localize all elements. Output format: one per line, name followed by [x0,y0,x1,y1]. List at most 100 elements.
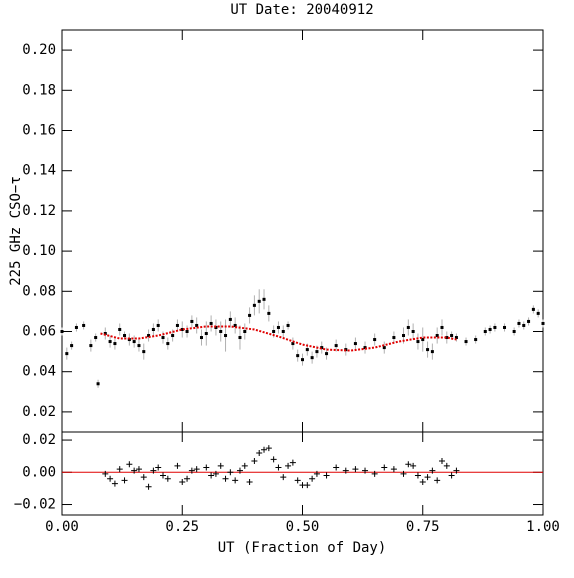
y-tick-label: −0.02 [14,497,56,513]
data-point [82,323,86,327]
residual-point [313,470,320,477]
data-point [493,325,497,329]
residual-point [208,472,215,479]
data-point [252,303,256,307]
data-point [276,325,280,329]
data-point [89,344,93,348]
data-point [334,344,338,348]
data-point [209,321,213,325]
residual-point [107,475,114,482]
x-tick-label: 0.75 [406,519,440,535]
residual-point [352,466,359,473]
data-point [171,334,175,338]
data-point [474,338,478,342]
data-point [233,323,237,327]
residual-point [155,464,162,471]
residual-point [241,462,248,469]
residual-point [414,472,421,479]
data-point [137,344,141,348]
data-point [214,325,218,329]
data-point [406,325,410,329]
residual-point [323,472,330,479]
residual-point [116,466,123,473]
data-point [527,319,531,323]
data-point [243,330,247,333]
y-tick-label: 0.04 [22,364,56,380]
residual-point [443,462,450,469]
residual-point [410,462,417,469]
y-tick-label: 0.16 [22,123,56,139]
data-point [445,336,449,340]
residual-point [232,477,239,484]
data-point [512,330,516,333]
residual-point [145,483,152,490]
data-point [156,323,160,327]
x-tick-label: 0.25 [165,519,199,535]
data-point [65,352,69,356]
data-point [195,323,199,327]
residual-point [217,462,224,469]
residual-point [270,456,277,463]
y-tick-label: 0.20 [22,42,56,58]
y-tick-label: 0.02 [22,432,56,448]
y-tick-label: 0.06 [22,324,56,340]
data-point [219,330,223,333]
y-tick-label: 0.00 [22,464,56,480]
residual-point [261,446,268,453]
data-point [483,330,487,333]
data-point [127,338,131,342]
y-tick-label: 0.12 [22,203,56,219]
y-tick-label: 0.18 [22,82,56,98]
data-point [228,317,232,321]
data-point [262,297,266,301]
residual-point [419,478,426,485]
residual-point [203,464,210,471]
data-point [464,340,468,344]
data-point [199,336,203,340]
data-point [353,342,357,346]
y-tick-label: 0.10 [22,243,56,259]
data-point [305,348,309,352]
residual-point [362,467,369,474]
residual-point [164,475,171,482]
residual-point [438,458,445,465]
data-point [281,330,285,333]
residual-point [150,467,157,474]
residual-point [294,477,301,484]
data-point [190,319,194,323]
chart-title: UT Date: 20040912 [230,2,373,18]
data-point [272,330,276,333]
data-point [536,311,540,315]
data-point [310,356,314,360]
residual-point [131,467,138,474]
data-point [488,327,492,331]
data-point [60,330,64,333]
data-point [123,334,127,338]
y-tick-label: 0.14 [22,163,56,179]
residual-point [227,469,234,476]
data-point [435,334,439,338]
residual-point [222,475,229,482]
fit-line [100,325,457,352]
data-point [118,327,122,331]
data-point [382,346,386,350]
residual-point [121,477,128,484]
data-point [392,336,396,340]
residual-point [434,477,441,484]
data-point [185,330,189,333]
data-point [454,336,458,340]
data-point [296,354,300,358]
data-point [147,334,151,338]
data-point [238,336,242,340]
data-point [142,350,146,354]
residual-point [289,459,296,466]
residual-point [429,467,436,474]
x-axis-label: UT (Fraction of Day) [218,540,387,556]
residual-point [184,475,191,482]
residual-point [193,466,200,473]
residual-point [102,470,109,477]
data-point [522,323,526,327]
residual-point [448,472,455,479]
y-tick-label: 0.08 [22,283,56,299]
